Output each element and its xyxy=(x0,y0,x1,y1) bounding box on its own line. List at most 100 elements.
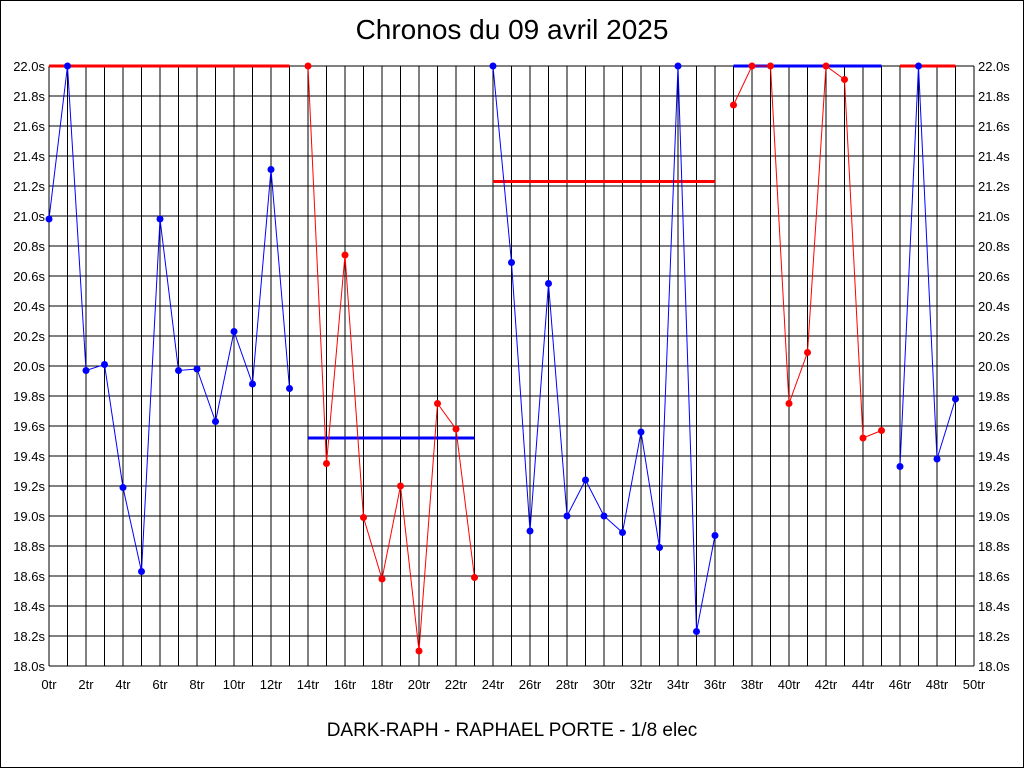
data-point xyxy=(230,328,238,335)
data-point xyxy=(64,62,71,70)
data-point xyxy=(526,527,534,535)
x-tick-label: 24tr xyxy=(482,677,505,692)
data-point xyxy=(489,62,497,70)
y-tick-label-left: 20.0s xyxy=(13,359,45,374)
data-point xyxy=(711,532,719,539)
data-point xyxy=(45,215,53,223)
x-tick-label: 22tr xyxy=(445,677,468,692)
y-tick-label-left: 22.0s xyxy=(13,59,45,74)
x-tick-label: 44tr xyxy=(852,677,875,692)
data-point xyxy=(378,575,386,583)
x-tick-label: 32tr xyxy=(630,677,653,692)
x-tick-label: 8tr xyxy=(189,677,205,692)
y-tick-label-left: 18.0s xyxy=(13,659,45,674)
y-tick-label-right: 18.0s xyxy=(978,659,1010,674)
y-tick-label-left: 18.6s xyxy=(13,569,45,584)
data-point xyxy=(748,62,756,70)
data-point xyxy=(82,367,90,374)
y-tick-label-left: 21.0s xyxy=(13,209,45,224)
data-point xyxy=(415,647,423,655)
data-point xyxy=(101,361,108,368)
x-tick-label: 0tr xyxy=(41,677,57,692)
y-tick-label-left: 18.4s xyxy=(13,599,45,614)
data-point xyxy=(619,529,626,536)
series-line xyxy=(48,65,290,572)
y-tick-label-right: 19.2s xyxy=(978,479,1010,494)
data-point xyxy=(267,166,275,173)
data-point xyxy=(730,101,737,109)
data-point xyxy=(563,512,571,520)
data-point xyxy=(304,62,312,70)
x-tick-label: 42tr xyxy=(815,677,838,692)
data-point xyxy=(175,367,182,374)
x-tick-label: 40tr xyxy=(778,677,801,692)
y-tick-label-right: 20.0s xyxy=(978,359,1010,374)
y-tick-label-right: 18.8s xyxy=(978,539,1010,554)
data-point xyxy=(249,380,256,388)
x-tick-label: 46tr xyxy=(889,677,912,692)
y-tick-label-left: 19.8s xyxy=(13,389,45,404)
x-tick-label: 26tr xyxy=(519,677,542,692)
y-tick-label-right: 19.4s xyxy=(978,449,1010,464)
x-tick-label: 4tr xyxy=(115,677,131,692)
y-tick-label-left: 21.4s xyxy=(13,149,45,164)
data-point xyxy=(156,215,164,223)
series-line xyxy=(899,65,956,467)
y-tick-label-left: 18.2s xyxy=(13,629,45,644)
y-tick-label-left: 19.4s xyxy=(13,449,45,464)
y-tick-label-left: 21.6s xyxy=(13,119,45,134)
x-tick-label: 28tr xyxy=(556,677,579,692)
y-tick-label-right: 18.2s xyxy=(978,629,1010,644)
y-tick-label-right: 21.0s xyxy=(978,209,1010,224)
data-point xyxy=(138,568,145,575)
data-point xyxy=(397,482,404,490)
x-tick-label: 20tr xyxy=(408,677,431,692)
data-point xyxy=(452,425,460,433)
data-point xyxy=(767,62,774,70)
x-tick-label: 38tr xyxy=(741,677,764,692)
y-tick-label-right: 19.8s xyxy=(978,389,1010,404)
chart-title: Chronos du 09 avril 2025 xyxy=(355,14,669,45)
y-tick-label-right: 19.6s xyxy=(978,419,1010,434)
data-point xyxy=(323,460,330,467)
y-tick-label-left: 20.4s xyxy=(13,299,45,314)
data-point xyxy=(360,514,367,521)
y-tick-label-left: 20.6s xyxy=(13,269,45,284)
y-tick-label-left: 21.2s xyxy=(13,179,45,194)
x-tick-label: 14tr xyxy=(297,677,320,692)
y-tick-label-left: 19.2s xyxy=(13,479,45,494)
y-tick-label-right: 21.8s xyxy=(978,89,1010,104)
data-point xyxy=(656,544,663,551)
x-tick-label: 18tr xyxy=(371,677,394,692)
y-tick-label-right: 20.4s xyxy=(978,299,1010,314)
y-tick-label-left: 20.8s xyxy=(13,239,45,254)
data-point xyxy=(286,385,293,392)
data-point xyxy=(693,628,700,635)
y-tick-label-right: 21.4s xyxy=(978,149,1010,164)
y-tick-label-left: 19.6s xyxy=(13,419,45,434)
data-point xyxy=(674,62,682,70)
x-tick-label: 50tr xyxy=(963,677,986,692)
x-tick-label: 30tr xyxy=(593,677,616,692)
series-line xyxy=(307,65,475,652)
y-tick-label-right: 18.4s xyxy=(978,599,1010,614)
data-point xyxy=(545,280,552,287)
data-point xyxy=(193,365,201,373)
y-tick-label-right: 21.2s xyxy=(978,179,1010,194)
data-point xyxy=(859,434,867,442)
x-tick-label: 6tr xyxy=(152,677,168,692)
data-point xyxy=(822,62,830,70)
y-tick-label-left: 20.2s xyxy=(13,329,45,344)
y-tick-label-left: 21.8s xyxy=(13,89,45,104)
x-tick-label: 12tr xyxy=(260,677,283,692)
y-tick-label-right: 18.6s xyxy=(978,569,1010,584)
data-point xyxy=(508,259,515,266)
data-point xyxy=(804,349,811,356)
x-tick-label: 16tr xyxy=(334,677,357,692)
data-point xyxy=(933,455,941,463)
y-tick-label-left: 19.0s xyxy=(13,509,45,524)
data-point xyxy=(878,427,885,434)
x-tick-label: 10tr xyxy=(223,677,246,692)
y-tick-label-right: 20.8s xyxy=(978,239,1010,254)
